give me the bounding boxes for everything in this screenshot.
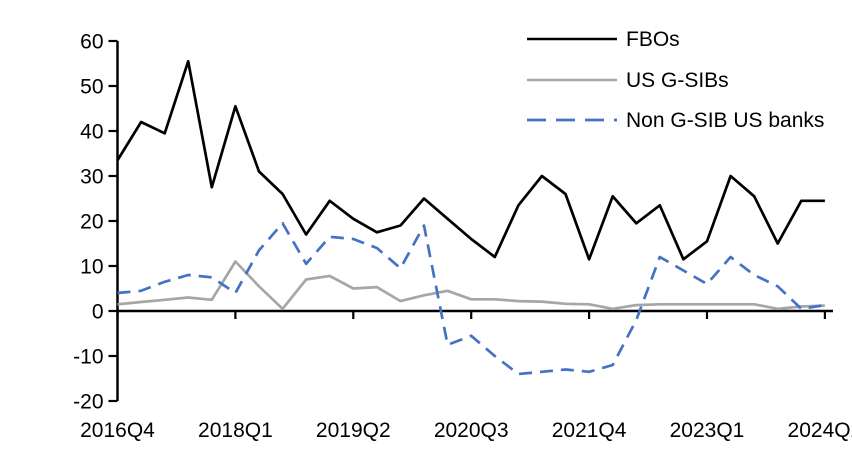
x-tick-label: 2016Q4	[80, 419, 155, 442]
x-tick-label: 2018Q1	[198, 419, 273, 442]
legend-label-fbos: FBOs	[626, 28, 680, 51]
y-tick-label: -10	[73, 346, 103, 369]
y-tick-label: 60	[80, 31, 103, 54]
series-line-non-g-sib-us-banks	[117, 221, 826, 376]
axis-labels: 60 50 40 30 20 10 0 -10 -20 2016Q4 2018Q1 2019Q2 202…	[73, 31, 852, 443]
chart-canvas: 60 50 40 30 20 10 0 -10 -20 2016Q4 2018Q1 2019Q2 202…	[73, 28, 852, 443]
legend: FBOs US G-SIBs Non G-SIB US banks	[527, 28, 824, 132]
x-tick-label: 2021Q4	[552, 419, 627, 442]
legend-label-non-gsib: Non G-SIB US banks	[626, 109, 824, 132]
y-tick-label: 30	[80, 166, 103, 189]
y-tick-label: 50	[80, 76, 103, 99]
legend-label-us-gsibs: US G-SIBs	[626, 69, 729, 92]
y-tick-label: 40	[80, 121, 103, 144]
y-tick-label: -20	[73, 391, 103, 414]
y-tick-label: 0	[92, 301, 104, 324]
y-tick-label: 20	[80, 211, 103, 234]
series-line-fbos	[116, 59, 825, 261]
line-chart: 60 50 40 30 20 10 0 -10 -20 2016Q4 2018Q1 2019Q2 202…	[40, 16, 852, 458]
series-lines	[116, 59, 826, 376]
x-tick-label: 2019Q2	[316, 419, 391, 442]
y-tick-label: 10	[80, 256, 103, 279]
x-tick-label: 2020Q3	[434, 419, 509, 442]
series-line-us-g-sibs	[117, 260, 825, 311]
x-tick-label: 2023Q1	[670, 419, 745, 442]
x-tick-label: 2024Q2	[788, 419, 852, 442]
axes	[108, 39, 833, 403]
